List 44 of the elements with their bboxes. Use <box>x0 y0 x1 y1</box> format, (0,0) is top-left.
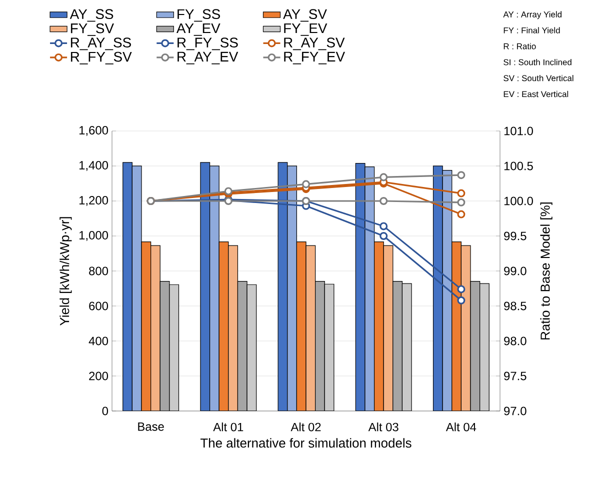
y2-tick-label: 99.0 <box>504 266 526 276</box>
y2-tick-label: 98.5 <box>504 302 526 310</box>
text: EV : East Vertical <box>504 90 568 98</box>
legend-label: FY_SV <box>70 23 114 36</box>
legend-label: R_AY_EV <box>178 52 238 64</box>
y-tick-label: 1,000 <box>79 231 108 241</box>
text: SV : South Vertical <box>504 74 574 82</box>
x-tick-label: Alt 03 <box>368 422 398 432</box>
text: AY : Array Yield <box>503 11 562 20</box>
y-axis-title: Yield [kWh/kWp·yr] <box>60 217 72 326</box>
y2-tick-label: 97.5 <box>504 372 526 380</box>
y2-tick-label: 99.5 <box>504 232 526 240</box>
y2-axis-title: Ratio to Base Model [%] <box>540 202 552 340</box>
y-tick-label: 200 <box>89 372 108 380</box>
legend-label: R_AY_SV <box>284 38 345 50</box>
legend-label: R_AY_SS <box>70 38 131 50</box>
legend-label: R_FY_EV <box>284 52 346 64</box>
y2-tick-label: 100.0 <box>504 196 533 206</box>
legend-label: R_FY_SS <box>178 38 238 50</box>
y2-tick-label: 100.5 <box>504 162 533 170</box>
y2-tick-label: 101.0 <box>504 126 533 136</box>
text: R : Ratio <box>504 43 536 50</box>
y-tick-label: 1,600 <box>79 126 108 136</box>
legend-label: AY_SV <box>283 9 327 22</box>
y-tick-label: 0 <box>102 406 108 416</box>
x-tick-label: Base <box>138 422 164 431</box>
x-tick-label: Alt 02 <box>290 422 321 432</box>
y2-tick-label: 98.0 <box>504 336 526 346</box>
legend-label: FY_SS <box>178 9 220 22</box>
y-tick-label: 600 <box>89 302 108 310</box>
text: SI : South Inclined <box>504 59 572 66</box>
x-axis-title: The alternative for simulation models <box>200 438 412 448</box>
y-tick-label: 1,400 <box>79 161 108 171</box>
y2-tick-label: 97.0 <box>504 406 526 416</box>
x-tick-label: Alt 01 <box>213 422 244 432</box>
y-tick-label: 800 <box>89 266 108 276</box>
y-tick-label: 400 <box>88 336 108 346</box>
legend-label: FY_EV <box>284 23 328 36</box>
text: FY : Final Yield <box>504 27 560 34</box>
legend-label: AY_EV <box>176 23 220 36</box>
legend-label: R_FY_SV <box>70 52 132 64</box>
x-tick-label: Alt 04 <box>446 422 476 432</box>
legend-label: AY_SS <box>70 9 114 22</box>
y-tick-label: 1,200 <box>79 196 108 206</box>
